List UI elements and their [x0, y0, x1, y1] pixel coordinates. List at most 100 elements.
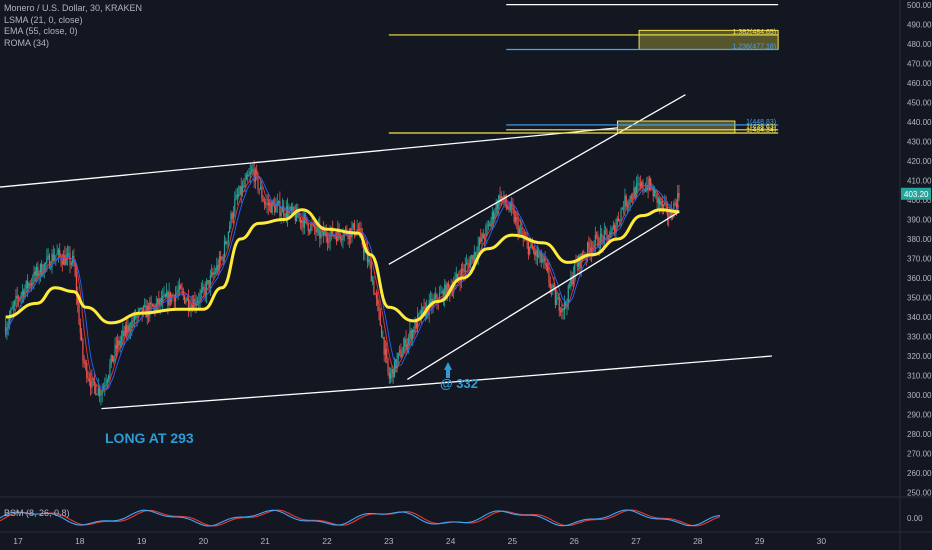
candle-body: [78, 303, 80, 324]
candle-body: [211, 272, 213, 276]
candle-body: [531, 243, 533, 250]
candle-body: [28, 283, 30, 288]
at-332-label: @ 332: [440, 376, 478, 391]
candle-body: [292, 206, 294, 211]
candle-body: [341, 238, 343, 240]
candle-body: [495, 203, 497, 214]
bsm-main-line: [0, 509, 721, 527]
candle-body: [212, 272, 214, 275]
candle-body: [140, 307, 142, 309]
y-tick-label: 380.00: [907, 235, 932, 244]
candle-body: [26, 280, 29, 288]
legend-ema[interactable]: EMA (55, close, 0): [4, 26, 78, 36]
bsm-legend[interactable]: BSM (8, 26, 0.8): [4, 508, 70, 518]
fib-level-label: 1.382(484.65): [733, 29, 777, 36]
legend-roma[interactable]: ROMA (34): [4, 37, 50, 48]
candle-body: [145, 305, 147, 318]
candle-body: [429, 299, 432, 301]
candle-body: [373, 280, 375, 294]
candle-body: [655, 190, 657, 194]
fib-level-label: 1(438.63): [746, 124, 776, 131]
candle-body: [541, 260, 544, 263]
trendline[interactable]: [406, 211, 680, 380]
trendline[interactable]: [388, 355, 773, 388]
candle-body: [474, 252, 477, 256]
candle-body: [568, 285, 571, 287]
candle-body: [623, 208, 625, 210]
candle-body: [268, 202, 271, 206]
trendline[interactable]: [388, 94, 686, 265]
y-tick-label: 350.00: [907, 294, 932, 303]
candle-body: [333, 235, 335, 236]
candle-body: [177, 290, 179, 293]
candle-body: [637, 183, 639, 185]
candle-body: [127, 325, 129, 334]
legend-symbol[interactable]: Monero / U.S. Dollar, 30, KRAKEN: [4, 3, 143, 13]
candle-body: [81, 332, 83, 340]
candle-body: [95, 385, 97, 395]
candle-body: [106, 379, 108, 384]
candle-body: [626, 204, 629, 207]
candle-body: [464, 264, 466, 273]
candle-body: [120, 336, 123, 342]
candle-body: [540, 251, 542, 263]
candle-body: [209, 275, 211, 288]
candle-body: [256, 170, 258, 175]
candle-body: [382, 337, 384, 338]
candle-body: [43, 263, 45, 274]
candle-body: [281, 206, 284, 213]
long-at-293-label: LONG AT 293: [105, 430, 194, 446]
candle-body: [347, 234, 349, 239]
candle-body: [597, 235, 599, 247]
candle-body: [463, 270, 465, 273]
candle-body: [44, 263, 47, 264]
candle-body: [405, 338, 407, 351]
trendline[interactable]: [101, 386, 389, 410]
candle-body: [132, 320, 134, 322]
candle-body: [481, 233, 483, 242]
candle-body: [128, 325, 130, 332]
candle-body: [669, 210, 671, 218]
candle-body: [504, 195, 506, 204]
candle-body: [79, 323, 81, 333]
candle-body: [526, 239, 528, 243]
x-tick-label: 20: [199, 536, 209, 546]
trendline[interactable]: [0, 127, 618, 188]
candle-body: [335, 235, 338, 242]
candle-body: [16, 295, 18, 299]
candle-body: [138, 308, 141, 311]
legend-lsma[interactable]: LSMA (21, 0, close): [4, 14, 83, 25]
candle-body: [244, 179, 246, 187]
candle-body: [478, 238, 481, 246]
y-tick-label: 260.00: [907, 469, 932, 478]
candle-body: [267, 202, 269, 206]
candle-body: [518, 228, 520, 234]
candle-body: [101, 390, 103, 395]
candle-body: [419, 310, 421, 314]
candle-body: [456, 273, 459, 278]
candle-body: [357, 229, 360, 231]
candle-body: [438, 293, 441, 302]
candle-body: [386, 348, 388, 359]
candle-body: [480, 238, 482, 242]
candle-body: [236, 194, 238, 197]
candle-body: [660, 201, 662, 205]
candle-body: [668, 215, 670, 218]
candle-body: [384, 348, 387, 355]
candle-body: [406, 344, 408, 351]
candle-body: [355, 234, 357, 236]
candle-body: [303, 215, 305, 228]
candle-body: [558, 297, 560, 311]
candle-body: [180, 285, 182, 289]
candle-body: [493, 212, 495, 220]
candle-body: [554, 289, 557, 305]
fib-zone[interactable]: [616, 120, 736, 134]
candle-body: [66, 253, 69, 257]
candle-body: [123, 330, 125, 336]
candle-body: [156, 298, 159, 304]
candle-body: [517, 219, 519, 234]
candle-body: [57, 249, 60, 254]
candle-body: [469, 259, 472, 268]
candle-body: [25, 280, 27, 289]
candle-body: [525, 239, 527, 241]
